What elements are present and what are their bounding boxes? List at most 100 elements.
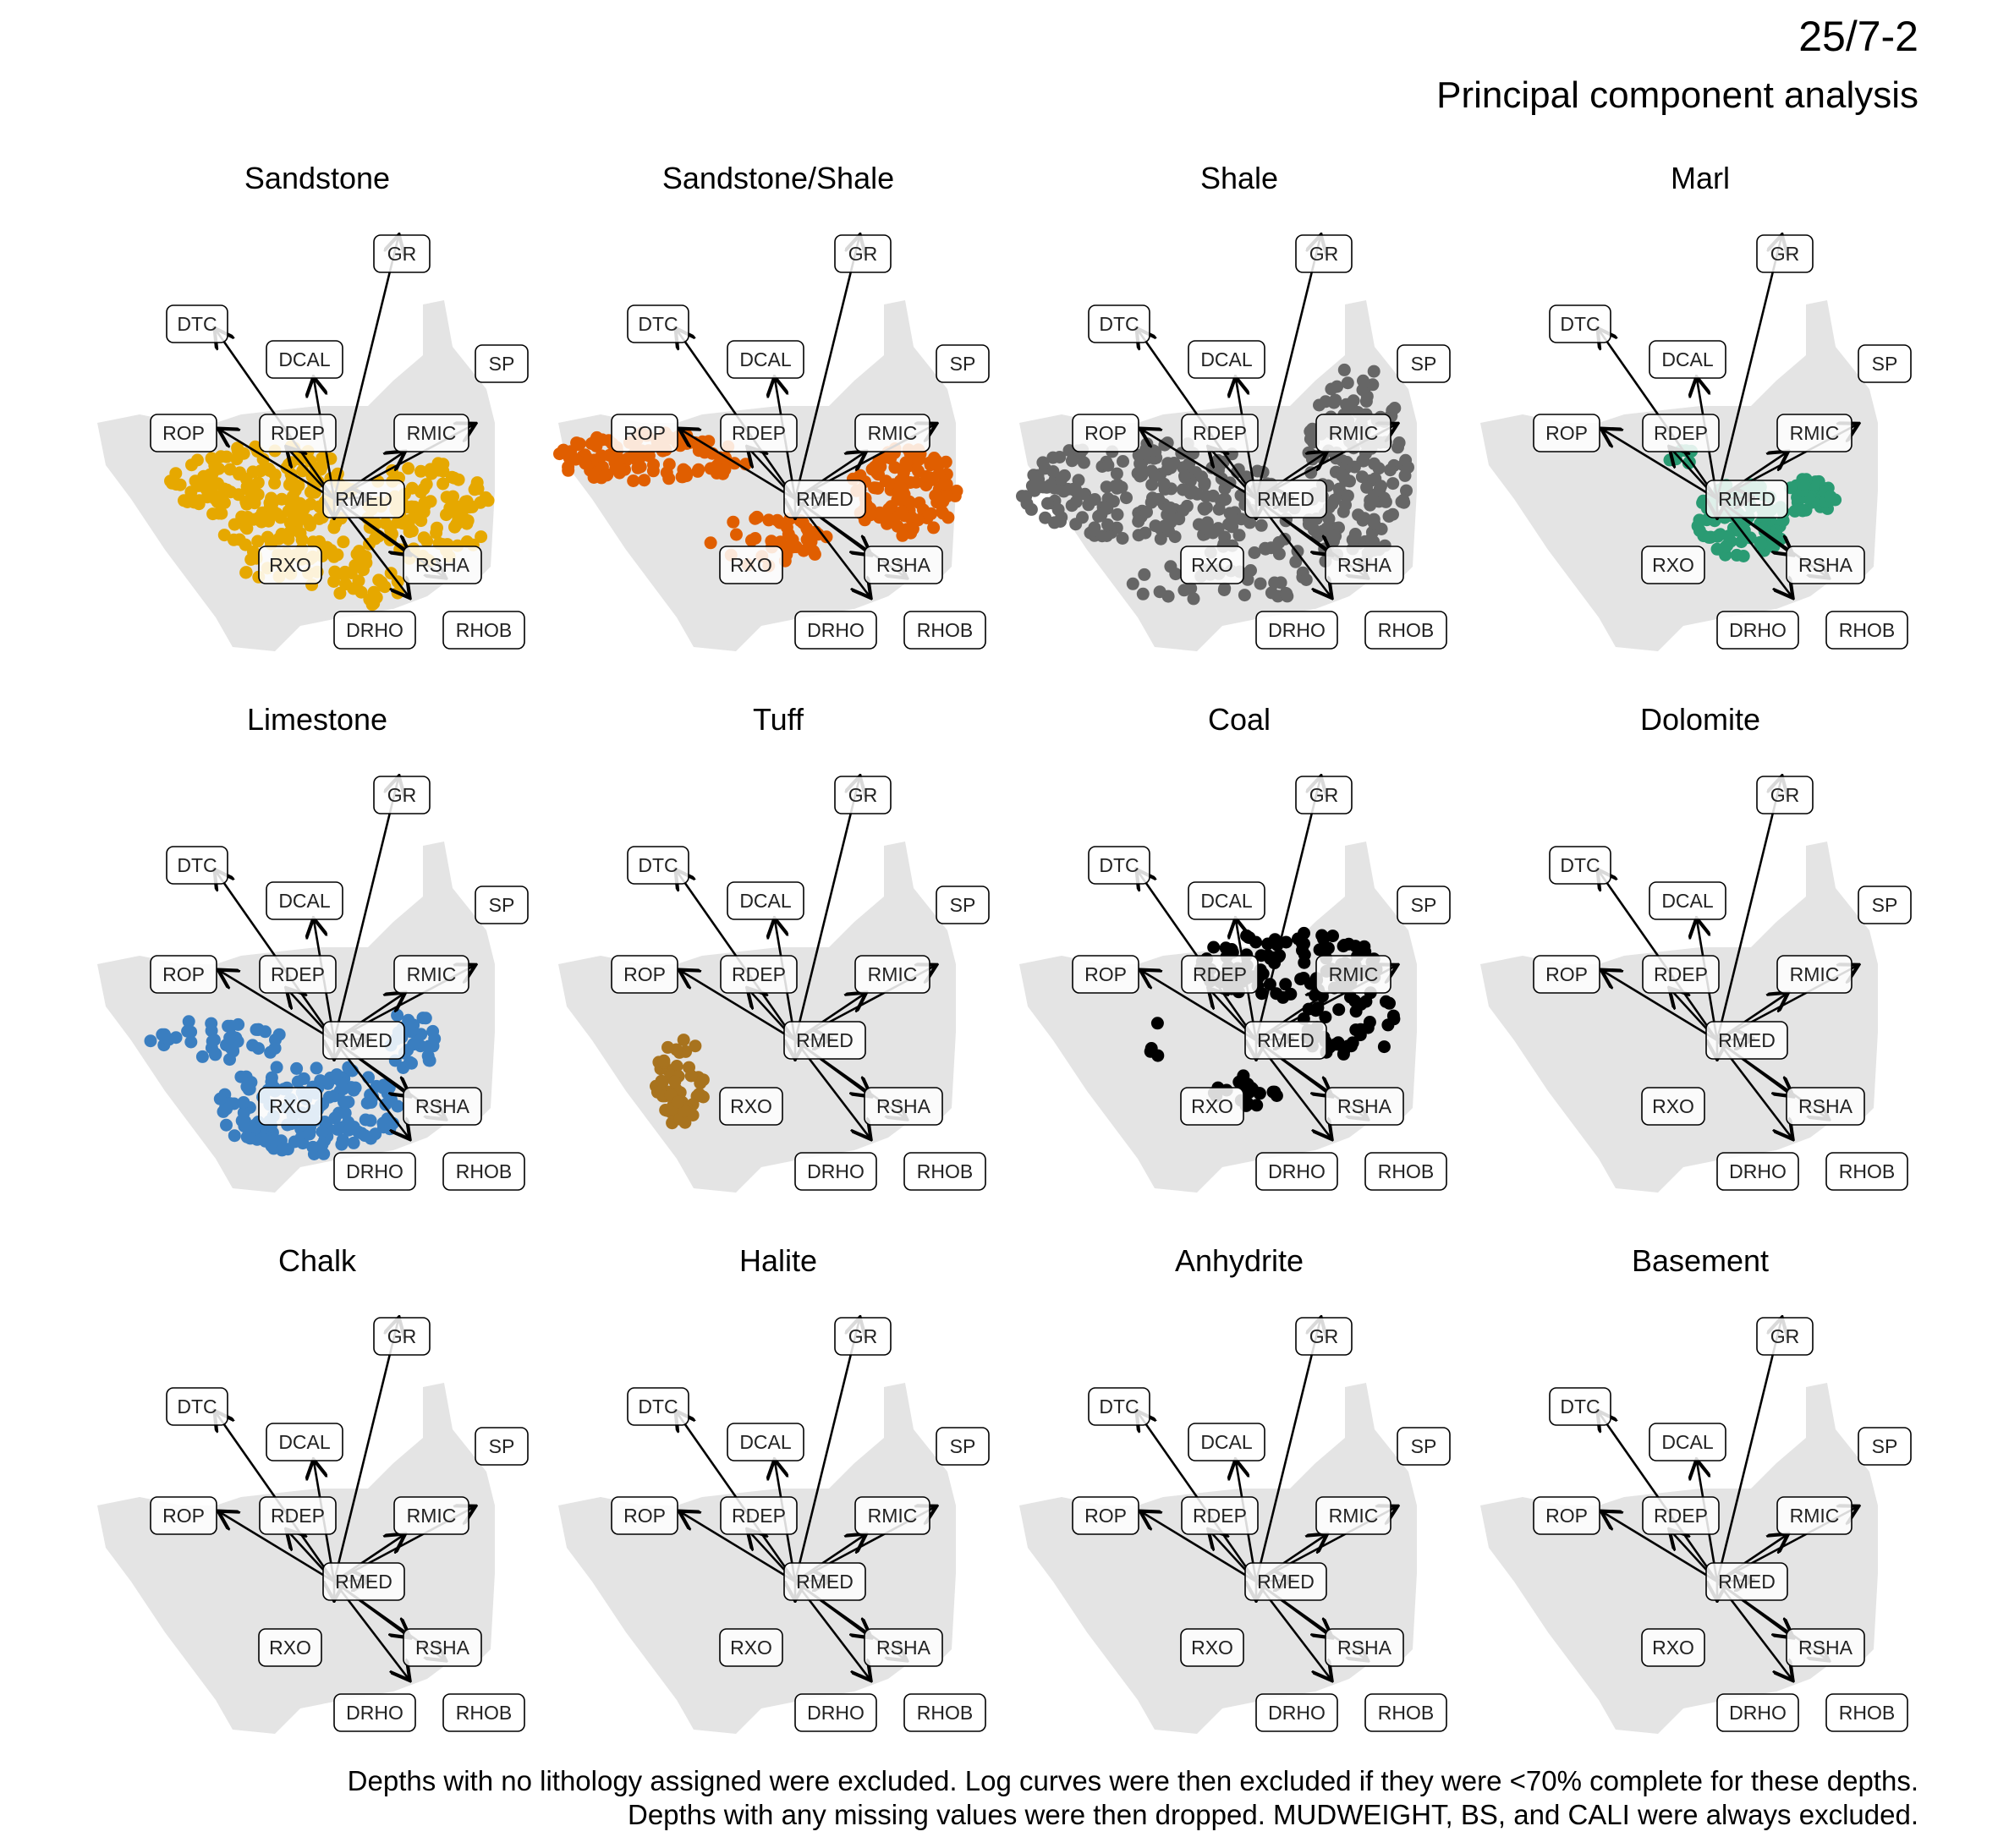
data-point xyxy=(233,533,246,546)
data-point xyxy=(1198,476,1211,490)
data-point xyxy=(1140,506,1153,518)
biplot: GR DTC DCAL SP ROP RDEP RMIC RMED RXO RSHA DRHO RHO… xyxy=(553,211,990,651)
data-point xyxy=(1136,587,1150,600)
data-point xyxy=(1164,502,1177,514)
variable-label-text: RSHA xyxy=(1337,554,1392,576)
data-point xyxy=(929,489,942,502)
data-point xyxy=(169,467,183,480)
variable-label-text: RMIC xyxy=(1329,422,1379,444)
data-point xyxy=(1356,383,1370,397)
data-point xyxy=(252,1042,265,1056)
data-point xyxy=(727,515,740,529)
variable-label-gr: GR xyxy=(1295,1317,1353,1356)
variable-label-rmed: RMED xyxy=(1705,1562,1788,1601)
variable-label-text: RMIC xyxy=(868,422,918,444)
data-point xyxy=(1051,503,1065,517)
variable-label-sp: SP xyxy=(936,886,990,924)
biplot: GR DTC DCAL SP ROP RDEP RMIC RMED RXO RSHA DRHO RHO… xyxy=(97,753,529,1193)
data-point xyxy=(655,1074,668,1088)
variable-label-drho: DRHO xyxy=(333,1152,416,1191)
variable-label-drho: DRHO xyxy=(1716,1152,1799,1191)
variable-label-rmic: RMIC xyxy=(1776,955,1853,994)
data-point xyxy=(303,1127,316,1141)
variable-label-rdep: RDEP xyxy=(1642,1496,1720,1535)
data-point xyxy=(1226,520,1239,534)
biplot: GR DTC DCAL SP ROP RDEP RMIC RMED RXO RSHA DRHO RHO… xyxy=(1019,753,1451,1193)
data-point xyxy=(220,1118,233,1132)
variable-label-text: RHOB xyxy=(917,1702,973,1724)
data-point xyxy=(891,519,904,533)
data-point xyxy=(1366,378,1380,392)
data-point xyxy=(937,477,951,491)
data-point xyxy=(239,520,252,534)
variable-label-drho: DRHO xyxy=(794,1152,877,1191)
data-point xyxy=(310,1061,323,1075)
data-point xyxy=(1157,477,1171,491)
variable-label-text: SP xyxy=(950,353,976,375)
panel-limestone: Limestone GR DTC DCAL SP ROP RDEP RMIC RMED RXO RS… xyxy=(89,702,546,1226)
variable-label-text: DCAL xyxy=(278,890,331,912)
variable-label-rxo: RXO xyxy=(258,1628,322,1667)
variable-label-rhob: RHOB xyxy=(903,1693,986,1732)
variable-label-text: RMED xyxy=(1718,1029,1776,1051)
variable-label-gr: GR xyxy=(1756,776,1814,814)
variable-label-text: RDEP xyxy=(732,1505,786,1527)
variable-label-sp: SP xyxy=(936,1427,990,1466)
loading-arrow-rop xyxy=(220,1512,335,1583)
variable-label-text: DRHO xyxy=(1268,1160,1326,1182)
variable-label-text: SP xyxy=(1411,1435,1437,1457)
data-point xyxy=(1380,995,1392,1008)
variable-label-text: RHOB xyxy=(1839,619,1895,641)
variable-label-rmic: RMIC xyxy=(393,1496,469,1535)
variable-label-text: RSHA xyxy=(1337,1637,1392,1659)
data-point xyxy=(1158,519,1171,533)
data-point xyxy=(1135,469,1149,482)
loading-arrow-rop xyxy=(681,1512,796,1583)
data-point xyxy=(1327,396,1341,409)
data-point xyxy=(261,530,274,544)
variable-label-text: RXO xyxy=(1191,1095,1233,1117)
data-point xyxy=(1101,458,1115,472)
variable-label-rxo: RXO xyxy=(719,1628,783,1667)
variable-label-rsha: RSHA xyxy=(864,1628,943,1667)
variable-label-dcal: DCAL xyxy=(727,340,804,379)
point-cloud xyxy=(650,1034,710,1130)
data-point xyxy=(431,521,443,535)
data-point xyxy=(315,460,328,474)
variable-label-text: DRHO xyxy=(1729,619,1787,641)
variable-label-rdep: RDEP xyxy=(1181,414,1259,452)
loading-arrow-gr xyxy=(1254,237,1320,500)
variable-label-dtc: DTC xyxy=(1088,846,1150,885)
data-point xyxy=(220,1102,233,1116)
variable-label-rsha: RSHA xyxy=(403,1087,482,1126)
variable-label-rxo: RXO xyxy=(1180,1087,1244,1126)
variable-label-text: RMIC xyxy=(407,422,457,444)
variable-label-sp: SP xyxy=(475,886,529,924)
variable-label-text: SP xyxy=(489,894,515,916)
variable-label-sp: SP xyxy=(1397,886,1451,924)
variable-label-dtc: DTC xyxy=(1549,304,1611,343)
variable-label-sp: SP xyxy=(1858,344,1912,383)
variable-label-rhob: RHOB xyxy=(903,1152,986,1191)
data-point xyxy=(1146,444,1160,458)
variable-label-rsha: RSHA xyxy=(1325,546,1404,584)
data-point xyxy=(272,1028,286,1041)
data-point xyxy=(405,524,419,538)
variable-label-rhob: RHOB xyxy=(1364,1693,1447,1732)
variable-label-text: DTC xyxy=(177,1396,217,1418)
variable-label-text: RDEP xyxy=(732,422,786,444)
variable-label-dcal: DCAL xyxy=(1188,340,1265,379)
data-point xyxy=(1824,490,1837,503)
variable-label-text: RXO xyxy=(269,554,311,576)
data-point xyxy=(941,511,955,524)
variable-label-text: RMIC xyxy=(1790,422,1840,444)
panel-title: Sandstone/Shale xyxy=(661,161,895,195)
data-point xyxy=(422,1054,436,1067)
variable-label-rop: ROP xyxy=(1072,414,1139,452)
variable-label-text: DRHO xyxy=(1729,1160,1787,1182)
data-point xyxy=(242,1083,255,1096)
variable-label-rop: ROP xyxy=(1072,955,1139,994)
variable-label-text: RMED xyxy=(1257,1571,1315,1593)
data-point xyxy=(1206,489,1220,502)
data-point xyxy=(1332,482,1346,496)
